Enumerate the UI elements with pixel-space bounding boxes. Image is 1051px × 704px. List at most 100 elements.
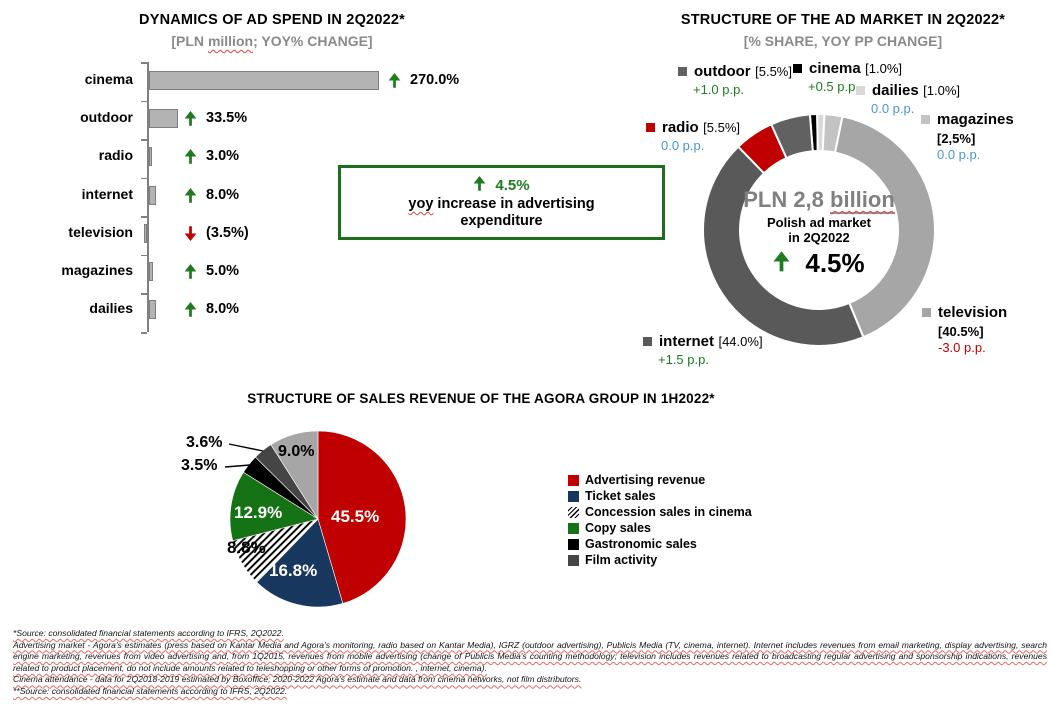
subtitle-squiggle-word: million (207, 33, 254, 49)
cinema-marker-icon (793, 64, 802, 73)
pie-chart-title: STRUCTURE OF SALES REVENUE OF THE AGORA … (247, 391, 715, 406)
axis-tick (141, 293, 147, 295)
television-marker-icon (922, 308, 931, 317)
axis-tick (141, 254, 147, 257)
pie-value-advertising: 45.5% (331, 507, 380, 526)
axis-tick (141, 100, 147, 103)
pie-legend: Advertising revenue Ticket sales Concessio… (568, 472, 752, 568)
magazines-marker-icon (921, 115, 930, 124)
highlight-pct: 4.5% (495, 177, 530, 194)
donut-label-dailies: dailies [1.0%] 0.0 p.p. (856, 82, 960, 116)
legend-marker-icon (568, 506, 579, 518)
up-arrow-icon (184, 111, 197, 126)
market-desc-line2: in 2Q2022 (788, 230, 850, 245)
legend-marker-icon (568, 554, 579, 566)
donut-chart (699, 110, 939, 350)
axis-tick (141, 177, 147, 180)
bar (149, 71, 379, 90)
donut-label-radio: radio [5.5%] 0.0 p.p. (646, 119, 740, 153)
legend-marker-icon (568, 490, 579, 502)
bar (149, 147, 152, 167)
pie-chart (180, 425, 460, 625)
footnote-source-2: **Source: consolidated financial stateme… (13, 685, 288, 696)
legend-item: Film activity (568, 552, 752, 568)
subtitle-post: ; YOY% CHANGE] (253, 33, 373, 49)
bar-category-label: outdoor (80, 109, 133, 126)
axis-tick (141, 332, 147, 334)
market-size-headline: PLN 2,8 billion (729, 187, 909, 214)
footnote-cinema-attendance: Cinema attendance - data for 2Q2018-2019… (13, 674, 582, 685)
bar (149, 262, 154, 281)
bar-axis (147, 62, 149, 332)
bar-value-label: (3.5%) (206, 224, 249, 241)
bar (149, 185, 156, 205)
up-arrow-icon (388, 73, 401, 88)
up-arrow-icon (184, 264, 197, 279)
bar-chart-subtitle: [PLN million; YOY% CHANGE] (62, 33, 482, 49)
up-arrow-icon (184, 302, 197, 317)
pie-value-copy: 12.9% (234, 503, 283, 522)
legend-item: Advertising revenue (568, 472, 752, 488)
up-arrow-icon (773, 250, 790, 277)
legend-item: Copy sales (568, 520, 752, 536)
legend-item: Concession sales in cinema (568, 504, 752, 520)
headline-squiggle-word: billion (830, 187, 895, 214)
legend-label: Advertising revenue (585, 473, 706, 487)
donut-chart-subtitle: [% SHARE, YOY PP CHANGE] (743, 33, 943, 49)
outdoor-marker-icon (678, 67, 687, 76)
legend-item: Ticket sales (568, 488, 752, 504)
axis-tick (141, 62, 147, 64)
bar (144, 223, 147, 243)
bar-category-label: television (68, 223, 133, 240)
legend-label: Ticket sales (585, 489, 656, 503)
donut-chart-title: STRUCTURE OF THE AD MARKET IN 2Q2022* (680, 12, 1006, 28)
bar-category-label: internet (81, 185, 133, 202)
bar (149, 109, 178, 129)
legend-label: Film activity (585, 553, 658, 567)
highlight-box: 4.5% yoy increase in advertising expendi… (338, 165, 665, 240)
up-arrow-icon (184, 149, 197, 165)
legend-marker-icon (568, 538, 579, 550)
footnote-source-1: *Source: consolidated financial statemen… (13, 628, 284, 638)
highlight-squiggle-word: yoy (408, 196, 434, 212)
footnotes: *Source: consolidated financial statemen… (13, 628, 1047, 698)
legend-label: Gastronomic sales (585, 537, 697, 551)
bar (149, 300, 156, 320)
dailies-marker-icon (856, 86, 865, 95)
highlight-text-line2: expenditure (460, 213, 543, 229)
footnote-methodology: Advertising market - Agora's estimates (… (13, 639, 1047, 673)
donut-label-cinema: cinema [1.0%] +0.5 p.p. (793, 60, 902, 94)
bar-chart-title: DYNAMICS OF AD SPEND IN 2Q2022* (139, 12, 405, 28)
pie-value-film: 3.6% (186, 434, 223, 451)
bar-value-label: 5.0% (206, 263, 240, 279)
highlight-text-line1: yoy increase in advertising (408, 196, 594, 212)
highlight-pct-row: 4.5% (473, 176, 530, 195)
highlight-text-rest: increase in advertising (433, 196, 595, 212)
pie-value-concession: 8.8% (227, 538, 266, 557)
legend-label: Concession sales in cinema (585, 505, 752, 519)
up-arrow-icon (473, 176, 486, 195)
donut-label-magazines: magazines [2,5%] 0.0 p.p. (921, 111, 1014, 162)
bar-value-label: 3.0% (206, 148, 240, 165)
headline-pre: PLN 2,8 (743, 187, 831, 212)
legend-marker-icon (568, 522, 579, 534)
pie-value-ticket: 16.8% (269, 561, 318, 580)
up-arrow-icon (184, 187, 197, 203)
donut-label-television: television [40.5%] -3.0 p.p. (922, 304, 1007, 355)
donut-label-internet: internet [44.0%] +1.5 p.p. (643, 333, 763, 367)
bar-value-label: 270.0% (410, 72, 460, 88)
market-growth-pct: 4.5% (805, 248, 865, 278)
radio-marker-icon (646, 123, 655, 132)
axis-tick (141, 216, 147, 218)
bar-category-label: cinema (84, 71, 133, 87)
pie-value-other: 9.0% (278, 443, 315, 460)
legend-label: Copy sales (585, 521, 652, 535)
bar-value-label: 33.5% (206, 110, 248, 127)
internet-marker-icon (643, 337, 652, 346)
legend-item: Gastronomic sales (568, 536, 752, 552)
bar-value-label: 8.0% (206, 301, 240, 318)
bar-category-label: radio (98, 147, 133, 164)
axis-tick (141, 139, 147, 141)
bar-category-label: dailies (89, 300, 133, 317)
